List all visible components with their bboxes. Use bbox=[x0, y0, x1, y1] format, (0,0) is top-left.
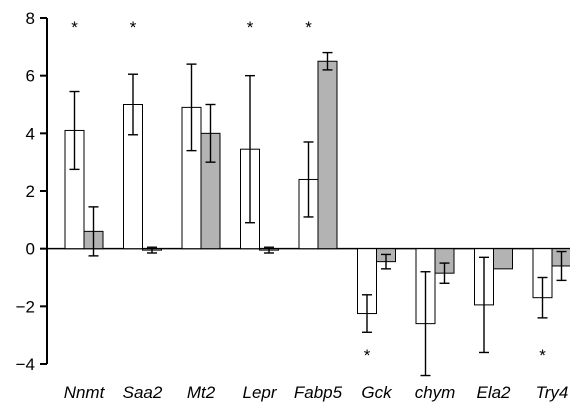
y-tick-label: 4 bbox=[26, 124, 35, 143]
bar-ela2-series-2 bbox=[493, 248, 513, 270]
bars-group bbox=[64, 60, 570, 325]
x-tick-label: Gck bbox=[361, 383, 393, 402]
x-tick-label: Lepr bbox=[242, 383, 277, 402]
x-tick-label: Saa2 bbox=[123, 383, 163, 402]
y-tick-label: 2 bbox=[26, 182, 35, 201]
y-tick-label: 6 bbox=[26, 67, 35, 86]
x-tick-label: Try4 bbox=[536, 383, 569, 402]
significance-asterisk: * bbox=[364, 346, 371, 365]
significance-asterisk: * bbox=[247, 18, 254, 37]
error-bars-group bbox=[69, 51, 567, 377]
labels-group: −4 −2 0 2 4 6 8 Nnmt Saa2 Mt2 Lepr Fabp5 Gck chym Ela2… bbox=[16, 9, 569, 402]
significance-asterisk: * bbox=[130, 18, 137, 37]
significance-asterisk: * bbox=[539, 346, 546, 365]
y-tick-label: 8 bbox=[26, 9, 35, 28]
y-tick-label: −2 bbox=[16, 297, 35, 316]
x-tick-label: Nnmt bbox=[64, 383, 106, 402]
x-tick-label: Mt2 bbox=[187, 383, 216, 402]
significance-asterisk: * bbox=[305, 18, 312, 37]
x-tick-label: Fabp5 bbox=[294, 383, 343, 402]
bar-fabp5-series-2 bbox=[317, 60, 338, 250]
x-tick-label: chym bbox=[415, 383, 456, 402]
y-tick-label: 0 bbox=[26, 240, 35, 259]
significance-asterisk: * bbox=[71, 18, 78, 37]
y-tick-label: −4 bbox=[16, 355, 35, 374]
x-tick-label: Ela2 bbox=[476, 383, 511, 402]
